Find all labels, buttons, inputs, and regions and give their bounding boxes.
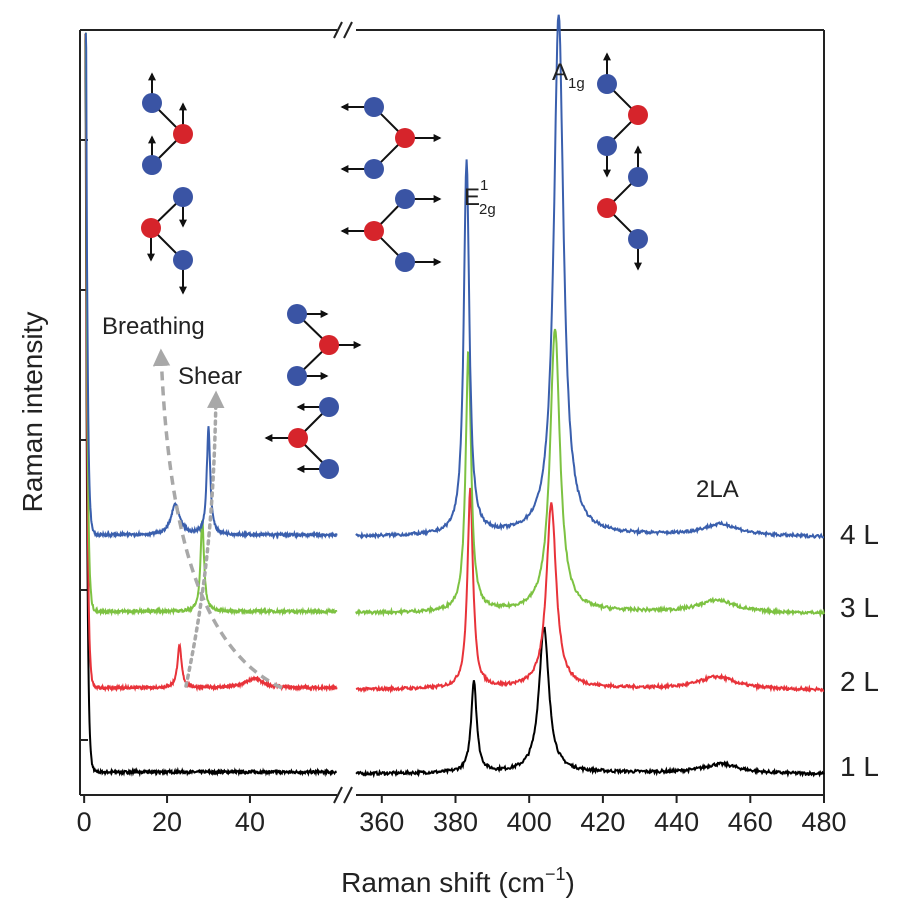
layer-label-1L: 1 L bbox=[840, 751, 879, 782]
x-tick-label: 20 bbox=[152, 807, 182, 837]
top-break-1 bbox=[333, 21, 343, 39]
e2g-sub: 2g bbox=[479, 201, 496, 218]
shear-label: Shear bbox=[178, 363, 242, 390]
x-tick-label: 480 bbox=[801, 807, 846, 837]
e2g-label: E1 2g bbox=[464, 177, 496, 218]
x-tick-label: 40 bbox=[235, 807, 265, 837]
x-axis-label-exponent: −1 bbox=[545, 864, 566, 884]
shear-mode-schematic bbox=[264, 304, 362, 479]
layer-label-2L: 2 L bbox=[840, 666, 879, 697]
atom-chalcogen bbox=[597, 198, 617, 218]
atom-chalcogen bbox=[364, 221, 384, 241]
atom-chalcogen bbox=[173, 124, 193, 144]
atom-chalcogen bbox=[628, 105, 648, 125]
atom-metal bbox=[173, 187, 193, 207]
x-axis-label: Raman shift (cm−1) bbox=[341, 864, 575, 898]
a1g-main: A bbox=[552, 59, 568, 86]
atom-chalcogen bbox=[288, 428, 308, 448]
atom-metal bbox=[142, 155, 162, 175]
spectrum-1L-high bbox=[355, 626, 825, 779]
atom-metal bbox=[173, 250, 193, 270]
atom-metal bbox=[364, 97, 384, 117]
breathing-mode-schematic bbox=[141, 72, 193, 295]
a1g-sub: 1g bbox=[568, 75, 585, 92]
x-axis-label-main: Raman shift (cm bbox=[341, 867, 545, 898]
e2g-sup: 1 bbox=[480, 177, 488, 194]
x-axis-label-suffix: ) bbox=[566, 867, 575, 898]
atom-chalcogen bbox=[319, 335, 339, 355]
breathing-trend-arrow bbox=[152, 348, 283, 690]
x-tick-label: 440 bbox=[654, 807, 699, 837]
x-tick-label: 360 bbox=[359, 807, 404, 837]
x-tick-label: 420 bbox=[580, 807, 625, 837]
atom-metal bbox=[364, 159, 384, 179]
x-ticks: 0 20 40 360 380 400 420 440 460 480 bbox=[77, 139, 847, 837]
axis-break-marks bbox=[333, 21, 353, 804]
atom-metal bbox=[319, 459, 339, 479]
atom-metal bbox=[287, 304, 307, 324]
atom-metal bbox=[142, 93, 162, 113]
e2g-mode-schematic bbox=[340, 97, 442, 272]
a1g-mode-schematic bbox=[597, 52, 648, 271]
a1g-label: A1g bbox=[552, 59, 585, 92]
atom-metal bbox=[597, 136, 617, 156]
spectra-lines bbox=[84, 14, 825, 779]
top-break-2 bbox=[343, 21, 353, 39]
atom-metal bbox=[395, 189, 415, 209]
plot-frame bbox=[79, 29, 825, 796]
atom-chalcogen bbox=[141, 218, 161, 238]
atom-metal bbox=[319, 397, 339, 417]
x-tick-label: 460 bbox=[728, 807, 773, 837]
atom-metal bbox=[628, 229, 648, 249]
x-tick-label: 380 bbox=[433, 807, 478, 837]
atom-metal bbox=[287, 366, 307, 386]
x-tick-label: 400 bbox=[507, 807, 552, 837]
atom-chalcogen bbox=[395, 128, 415, 148]
atom-metal bbox=[597, 74, 617, 94]
atom-metal bbox=[395, 252, 415, 272]
spectrum-2L-high bbox=[355, 487, 825, 694]
bottom-break-1 bbox=[333, 786, 343, 804]
y-axis-label: Raman intensity bbox=[17, 312, 48, 513]
breathing-label: Breathing bbox=[102, 313, 205, 340]
shear-trend-arrow bbox=[184, 390, 225, 688]
atom-metal bbox=[628, 167, 648, 187]
spectrum-2L-low bbox=[84, 32, 338, 693]
2la-label: 2LA bbox=[696, 476, 739, 503]
spectrum-3L-high bbox=[355, 328, 825, 619]
layer-label-3L: 3 L bbox=[840, 592, 879, 623]
spectrum-4L-low bbox=[84, 32, 338, 540]
spectrum-3L-low bbox=[84, 32, 338, 617]
layer-label-4L: 4 L bbox=[840, 519, 879, 550]
spectrum-4L-high bbox=[355, 14, 824, 540]
spectrum-1L-low bbox=[84, 32, 337, 778]
x-tick-label: 0 bbox=[77, 807, 92, 837]
bottom-break-2 bbox=[343, 786, 353, 804]
e2g-main: E bbox=[464, 184, 480, 211]
